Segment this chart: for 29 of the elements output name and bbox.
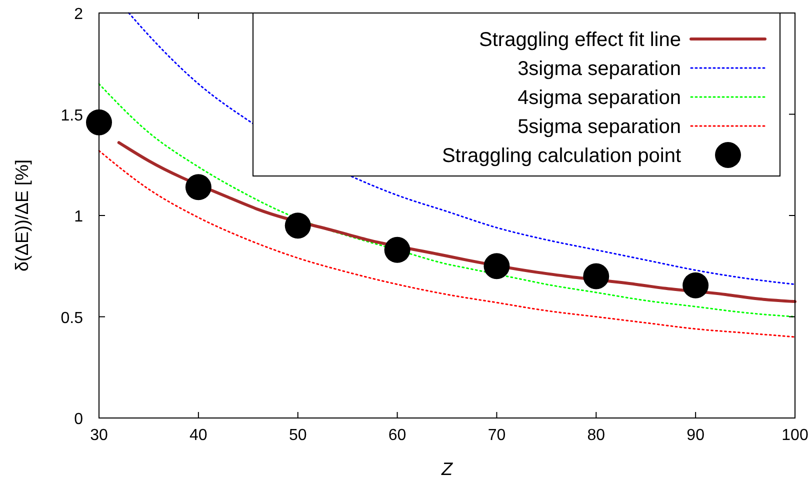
- legend-label: Straggling calculation point: [442, 145, 682, 167]
- point: [384, 236, 410, 263]
- x-tick-label: 70: [488, 427, 506, 444]
- point: [86, 109, 112, 136]
- x-tick-label: 60: [388, 427, 406, 444]
- point: [484, 253, 510, 280]
- x-tick-label: 100: [782, 427, 808, 444]
- y-axis-title: δ(ΔE))/ΔE [%]: [12, 159, 32, 272]
- point: [185, 174, 212, 200]
- line-series: [98, 83, 796, 318]
- y-tick-label: 0: [74, 411, 84, 428]
- x-tick-label: 50: [288, 427, 307, 444]
- legend-label: 4sigma separation: [518, 87, 681, 109]
- y-tick-label: 0.5: [60, 310, 84, 327]
- point: [682, 272, 709, 298]
- line-series: [98, 150, 796, 338]
- x-tick-label: 80: [587, 427, 606, 444]
- x-tick-label: 90: [686, 427, 705, 444]
- y-tick-label: 1: [74, 208, 84, 226]
- y-tick-label: 1.5: [60, 107, 84, 124]
- legend-label: 3sigma separation: [518, 58, 681, 80]
- point: [284, 212, 311, 239]
- x-axis-title: Z: [440, 459, 454, 479]
- legend-label: 5sigma separation: [518, 116, 681, 138]
- x-tick-label: 40: [190, 427, 208, 444]
- legend-label: Straggling effect fit line: [479, 29, 681, 51]
- y-tick-label: 2: [74, 6, 84, 23]
- point: [583, 263, 610, 290]
- x-tick-label: 30: [90, 427, 108, 444]
